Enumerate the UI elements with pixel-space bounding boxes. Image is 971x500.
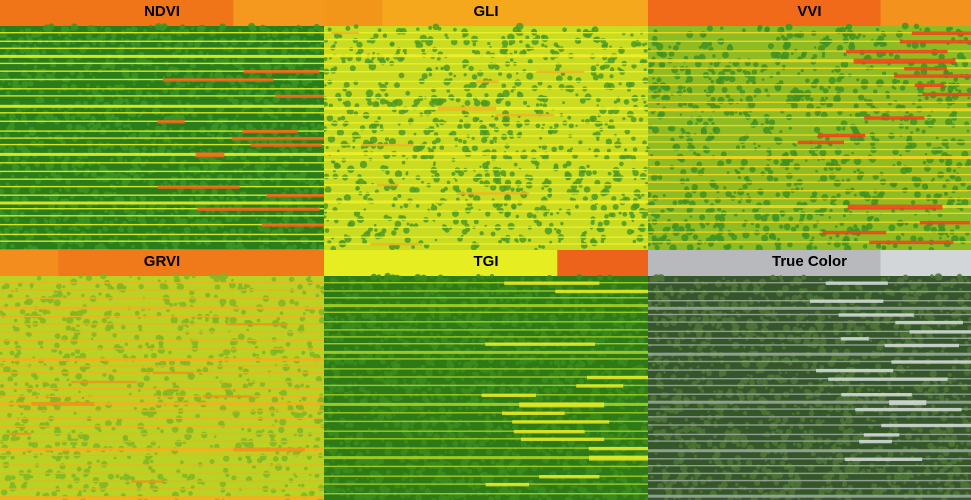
panel-ndvi: NDVI [0, 0, 324, 250]
ndvi-field-image [0, 0, 324, 250]
true-color-field-image [648, 250, 971, 500]
grvi-field-image [0, 250, 324, 500]
panel-vvi: VVI [648, 0, 971, 250]
gli-field-image [324, 0, 648, 250]
panel-grvi: GRVI [0, 250, 324, 500]
panel-true-color: True Color [648, 250, 971, 500]
panel-tgi: TGI [324, 250, 648, 500]
vvi-field-image [648, 0, 971, 250]
panel-gli: GLI [324, 0, 648, 250]
tgi-field-image [324, 250, 648, 500]
